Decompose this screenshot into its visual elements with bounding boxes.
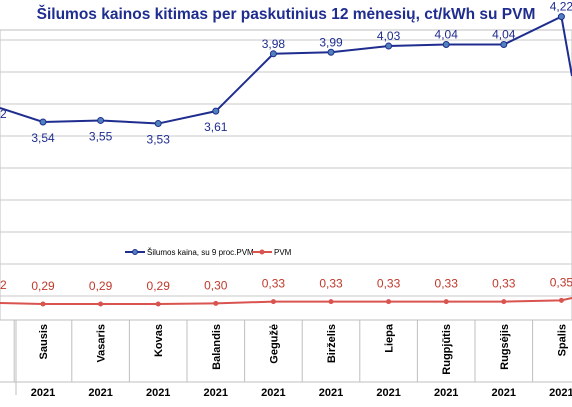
year-label: 2021: [492, 387, 516, 399]
data-label-silumos-kaina: 3,99: [319, 35, 343, 49]
data-point-pvm: [501, 299, 507, 305]
data-point-silumos-kaina: [385, 42, 393, 50]
year-label: 2021: [88, 387, 112, 399]
data-point-silumos-kaina: [327, 48, 335, 56]
year-label: 2021: [549, 387, 572, 399]
data-point-pvm: [270, 299, 276, 305]
data-point-pvm: [386, 299, 392, 305]
data-label-pvm: 0,33: [492, 277, 516, 291]
data-label-silumos-kaina: 3,54: [31, 131, 55, 145]
data-label-pvm: 0,33: [262, 277, 286, 291]
category-label: Sausis: [38, 324, 50, 359]
series-line-pvm: [0, 297, 572, 305]
category-label: Rugsėjis: [499, 324, 511, 370]
data-label-pvm: 0,35: [550, 275, 572, 289]
data-point-silumos-kaina: [154, 120, 162, 128]
data-point-silumos-kaina: [500, 41, 508, 48]
category-label: Kovas: [153, 324, 165, 357]
category-label: Balandis: [211, 324, 223, 370]
data-point-silumos-kaina: [212, 107, 220, 115]
data-point-pvm: [155, 301, 161, 307]
data-label-silumos-kaina: 4,04: [492, 28, 516, 42]
data-point-pvm: [443, 299, 449, 305]
year-label: 2021: [261, 387, 285, 399]
data-label-pvm: 0,29: [31, 279, 55, 293]
year-label: 2021: [319, 387, 343, 399]
legend-marker-silumos-kaina: [132, 249, 138, 255]
data-point-pvm: [40, 301, 46, 307]
data-label-partial-left: 2: [0, 278, 7, 292]
data-label-pvm: 0,33: [319, 277, 343, 291]
year-label: 2021: [31, 387, 55, 399]
year-label: 2021: [434, 387, 458, 399]
data-point-silumos-kaina: [97, 116, 105, 124]
data-label-silumos-kaina: 3,55: [89, 129, 113, 143]
category-label: Birželis: [326, 324, 338, 363]
data-point-silumos-kaina: [557, 13, 565, 21]
data-label-silumos-kaina: 3,98: [262, 37, 286, 51]
category-label: Vasaris: [96, 324, 108, 363]
data-point-pvm: [98, 301, 104, 307]
data-label-pvm: 0,33: [377, 277, 401, 291]
data-point-silumos-kaina: [442, 41, 450, 48]
series-line-silumos-kaina: [0, 15, 572, 125]
data-label-pvm: 0,29: [89, 279, 113, 293]
data-label-silumos-kaina: 3,53: [147, 133, 171, 147]
data-label-silumos-kaina: 4,04: [435, 28, 459, 42]
data-point-silumos-kaina: [269, 50, 277, 58]
category-label: Gegužė: [268, 324, 280, 364]
legend-label-pvm: PVM: [274, 248, 292, 257]
data-label-pvm: 0,29: [147, 279, 171, 293]
data-label-pvm: 0,33: [435, 277, 459, 291]
year-label: 2021: [376, 387, 400, 399]
category-label: Spalis: [556, 324, 568, 356]
legend-marker-pvm: [259, 249, 265, 255]
data-label-silumos-kaina: 3,61: [204, 120, 228, 134]
data-label-partial-left: 2: [0, 107, 7, 121]
chart-title: Šilumos kainos kitimas per paskutinius 1…: [36, 6, 536, 23]
data-label-silumos-kaina: 4,03: [377, 29, 401, 43]
data-label-pvm: 0,30: [204, 278, 228, 292]
year-label: 2021: [204, 387, 228, 399]
data-point-pvm: [328, 299, 334, 305]
data-point-pvm: [213, 300, 219, 306]
data-point-pvm: [558, 297, 564, 303]
category-label: Rugpjūtis: [441, 324, 453, 375]
plot-area: [0, 29, 572, 321]
data-label-silumos-kaina: 4,22: [550, 0, 572, 14]
year-label: 2021: [146, 387, 170, 399]
category-label: Liepa: [384, 323, 396, 353]
data-point-silumos-kaina: [39, 118, 47, 126]
legend-label-silumos-kaina: Šilumos kaina, su 9 proc.PVM: [147, 248, 254, 257]
